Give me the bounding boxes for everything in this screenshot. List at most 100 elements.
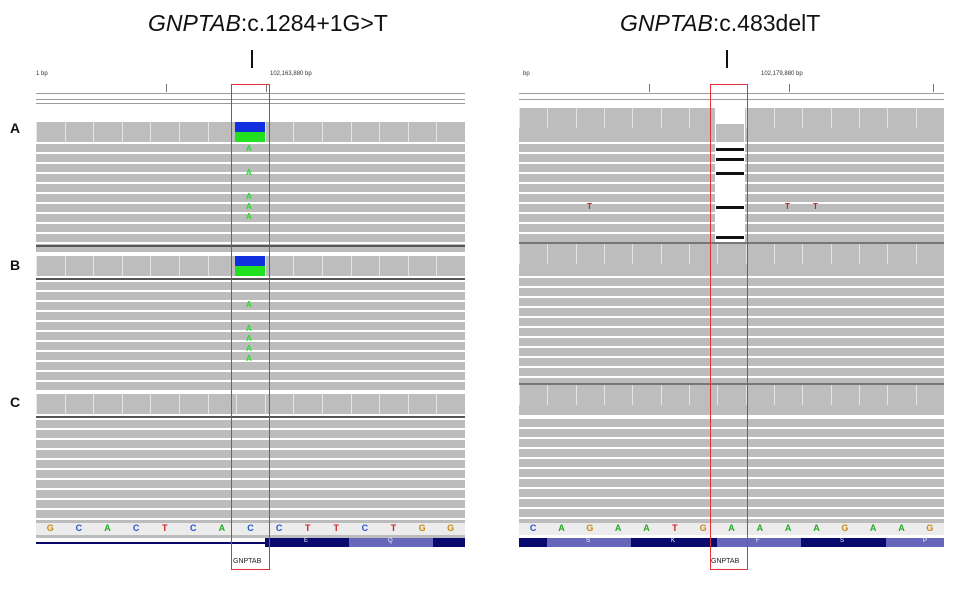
read-bar — [519, 298, 944, 306]
coverage-cell — [830, 244, 859, 264]
read-bar — [36, 372, 465, 380]
sequence-base: C — [275, 523, 283, 533]
coverage-cell — [717, 385, 745, 405]
coverage-cell — [830, 108, 859, 128]
sequence-base: C — [132, 523, 140, 533]
coverage-cell — [802, 244, 830, 264]
coverage-track — [519, 244, 944, 276]
sequence-base: G — [586, 523, 594, 533]
deletion-bar — [716, 148, 744, 151]
row-label-b: B — [10, 257, 21, 273]
coverage-cell — [802, 108, 830, 128]
read-bar — [519, 338, 944, 346]
sequence-base: A — [218, 523, 226, 533]
coverage-cell — [36, 256, 65, 276]
amino-acid-label: E — [304, 538, 309, 544]
coverage-cell — [293, 256, 322, 276]
coverage-cell — [207, 394, 237, 414]
sequence-base: A — [898, 523, 905, 533]
coverage-cell — [519, 244, 547, 264]
sequence-base: A — [869, 523, 877, 533]
sequence-base: T — [161, 523, 168, 533]
coverage-cell — [121, 394, 151, 414]
read-bar — [36, 224, 465, 232]
deletion-bar — [716, 206, 744, 209]
coverage-cell — [547, 244, 575, 264]
sequence-base: G — [418, 523, 426, 533]
read-bar — [36, 302, 465, 310]
sequence-base: A — [614, 523, 622, 533]
read-bar — [36, 352, 465, 360]
left-title-gene: GNPTAB — [148, 10, 241, 36]
coverage-cell — [859, 108, 887, 128]
coverage-cell — [64, 394, 94, 414]
track-separator — [36, 245, 465, 247]
read-bar — [519, 439, 944, 447]
read-bar — [36, 510, 465, 518]
coverage-cell — [774, 244, 802, 264]
right-ruler-position: 102,179,880 bp — [761, 71, 803, 77]
coverage-cell — [604, 385, 632, 405]
coverage-cell — [379, 256, 408, 276]
read-bar — [519, 429, 944, 437]
coverage-track — [519, 385, 944, 415]
sequence-base: C — [361, 523, 369, 533]
right-ruler-tick — [649, 84, 650, 92]
read-bar — [519, 479, 944, 487]
read-bar — [36, 174, 465, 182]
deletion-bar — [716, 172, 744, 175]
read-bar — [36, 184, 465, 192]
coverage-cell — [93, 394, 122, 414]
read-bar — [36, 450, 465, 458]
right-ruler-tick — [933, 84, 934, 92]
coverage-cell — [350, 394, 380, 414]
coverage-cell — [575, 244, 604, 264]
variant-allele-blue — [235, 256, 265, 266]
read-bar — [519, 308, 944, 316]
sequence-base: A — [813, 523, 820, 533]
coverage-cell — [689, 244, 717, 264]
coverage-cell — [660, 108, 689, 128]
gene-exon-light — [717, 538, 801, 547]
read-mismatch-base: A — [246, 212, 252, 221]
read-bar — [519, 459, 944, 467]
coverage-cell — [436, 256, 465, 276]
coverage-cell — [915, 244, 944, 264]
coverage-cell — [150, 394, 179, 414]
coverage-cell — [915, 108, 944, 128]
coverage-cell — [774, 385, 802, 405]
sequence-base: A — [643, 523, 650, 533]
sequence-base: G — [46, 523, 54, 533]
read-bar — [519, 348, 944, 356]
amino-acid-label: P — [923, 538, 928, 544]
sequence-base: C — [190, 523, 197, 533]
coverage-cell — [745, 108, 774, 128]
read-bar — [36, 154, 465, 162]
read-bar — [519, 318, 944, 326]
coverage-cell — [632, 385, 660, 405]
coverage-cell — [887, 108, 915, 128]
coverage-cell — [150, 122, 179, 142]
coverage-cell — [660, 244, 689, 264]
read-bar — [519, 489, 944, 497]
deletion-bar — [716, 236, 744, 239]
left-ruler-tick — [266, 84, 267, 92]
coverage-cell — [293, 394, 322, 414]
read-bar — [519, 419, 944, 427]
gene-exon-light — [349, 538, 433, 547]
read-mismatch-base: A — [246, 344, 252, 353]
sequence-base: A — [756, 523, 764, 533]
coverage-cell — [547, 385, 575, 405]
left-ruler-line — [36, 103, 465, 104]
left-title-variant: :c.1284+1G>T — [240, 10, 388, 36]
amino-acid-label: K — [671, 538, 676, 544]
read-bar — [36, 332, 465, 340]
coverage-cell — [322, 256, 351, 276]
coverage-cell — [36, 394, 65, 414]
coverage-cell — [745, 244, 774, 264]
track-separator — [36, 416, 465, 418]
coverage-cell — [379, 122, 408, 142]
sequence-base: C — [529, 523, 537, 533]
